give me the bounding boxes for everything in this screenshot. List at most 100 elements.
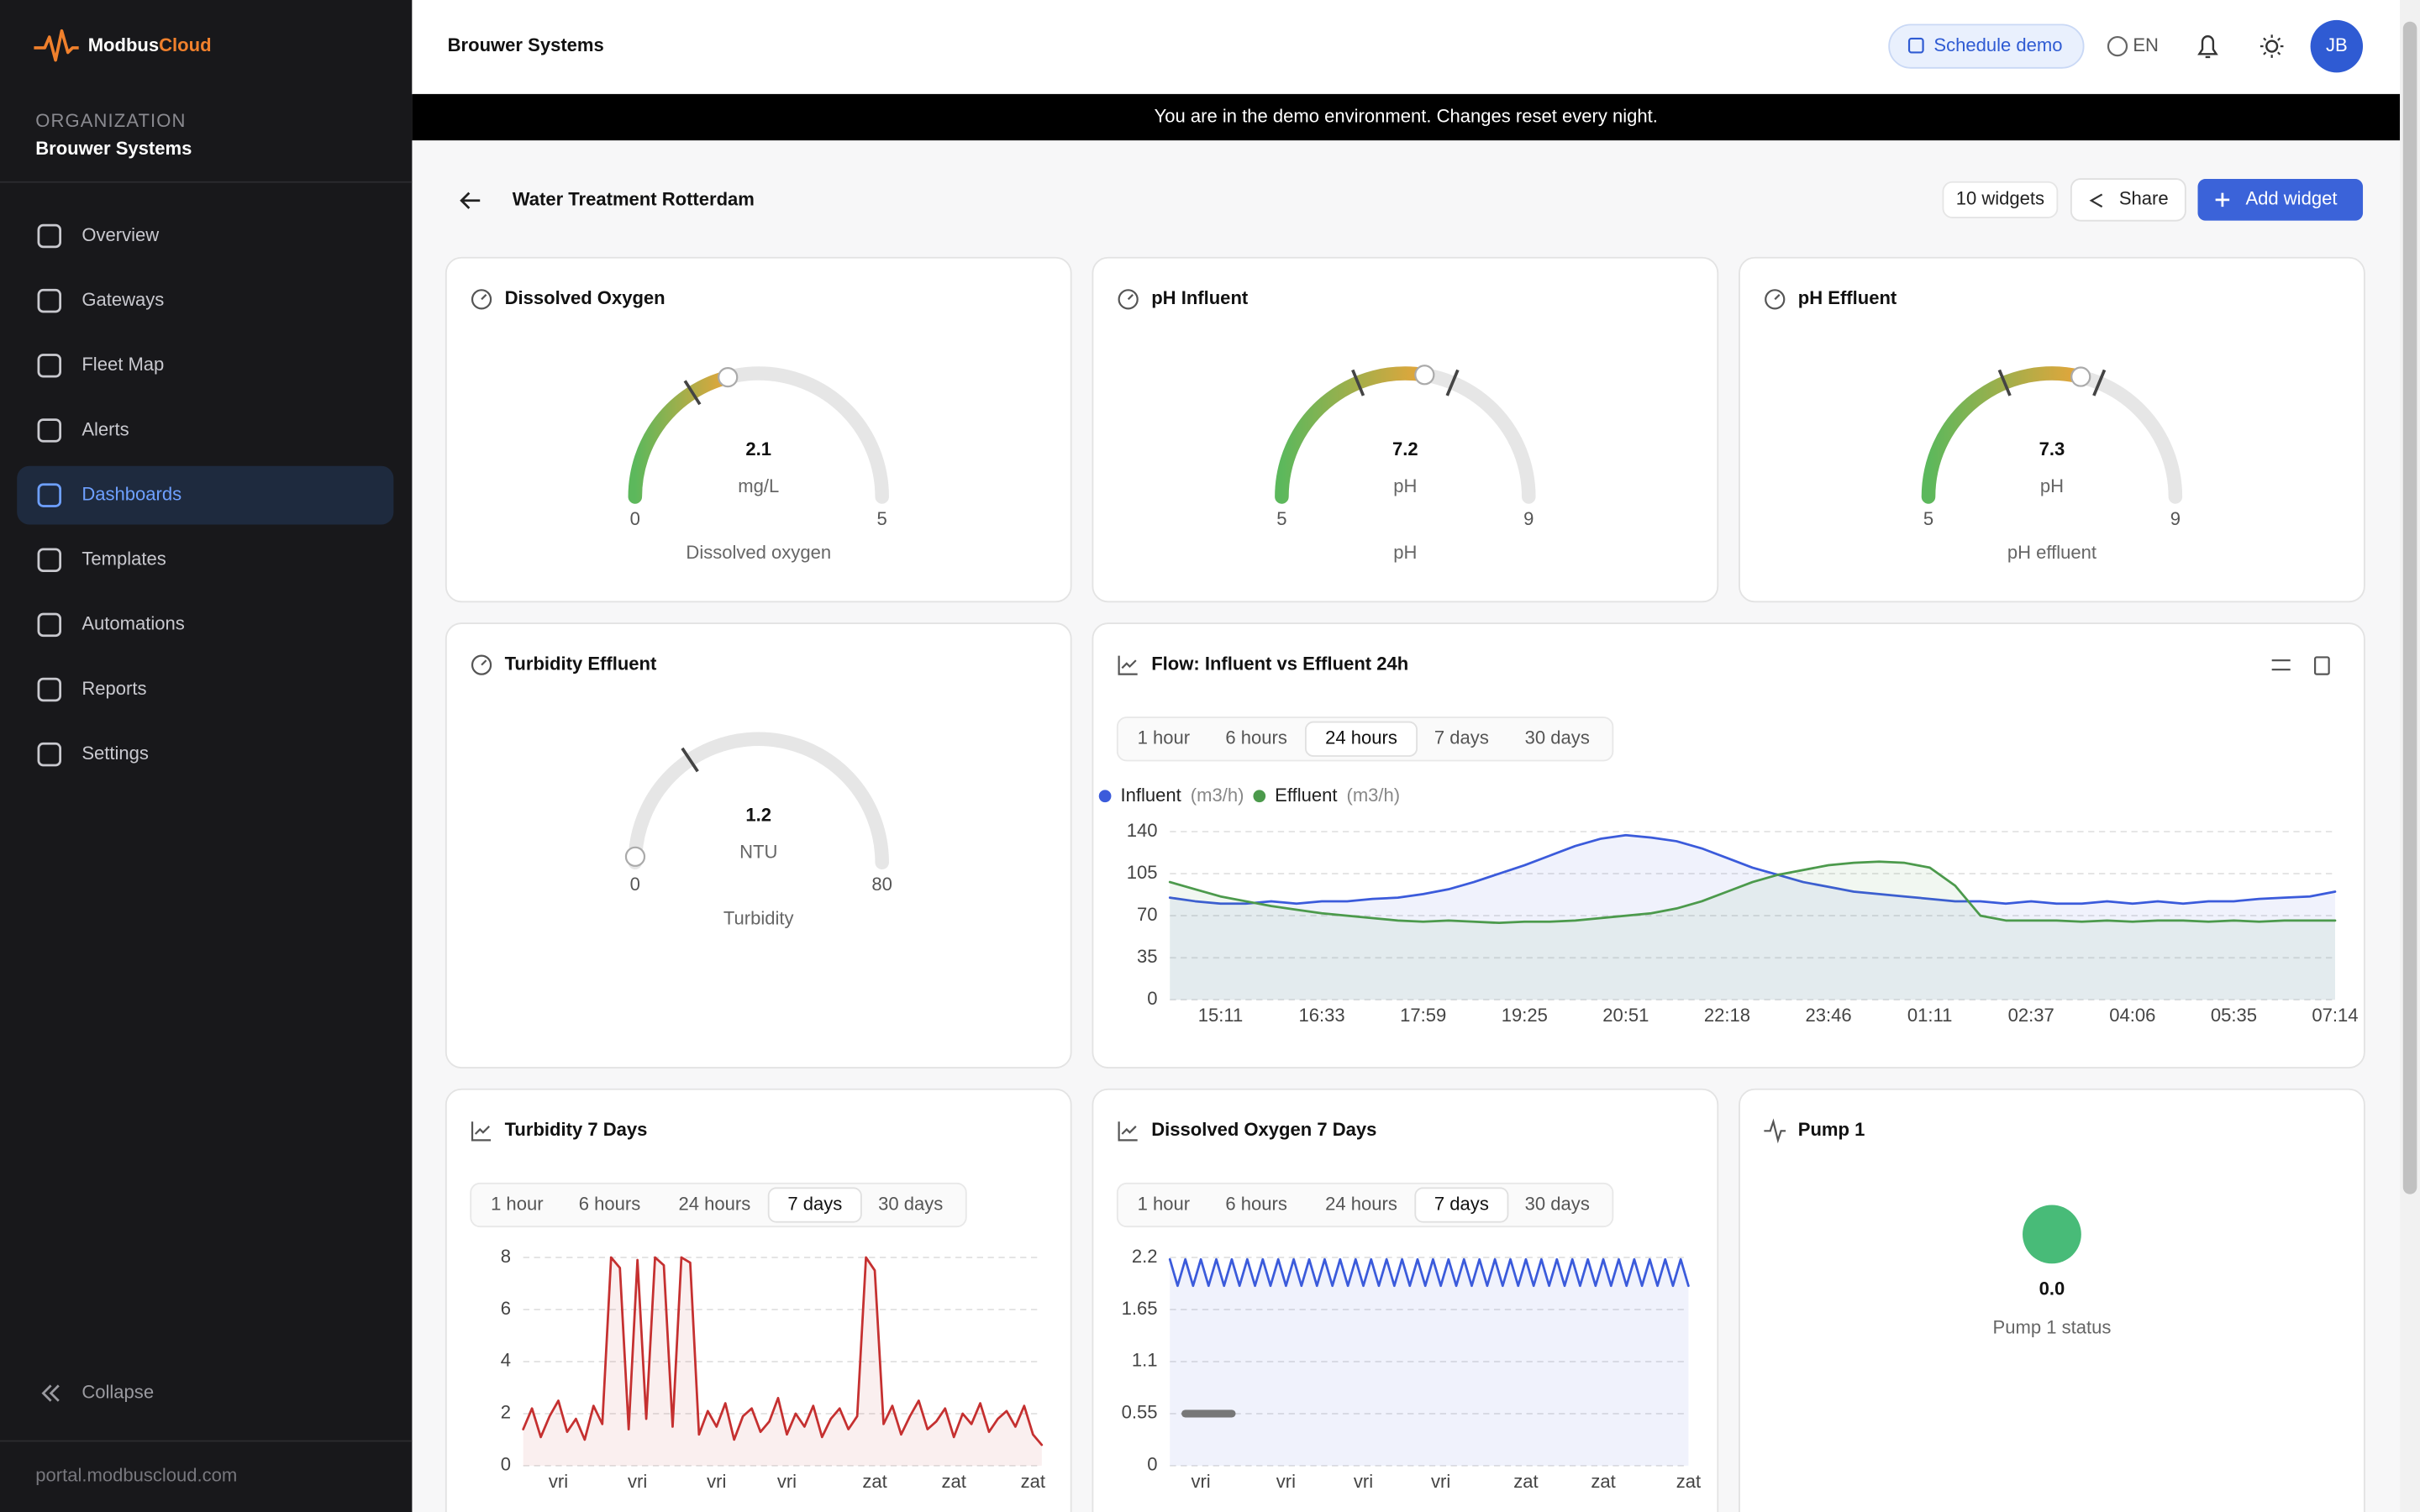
gauge-value: 1.2 (745, 804, 771, 825)
legend-name: Influent (1120, 785, 1181, 806)
nav-item[interactable]: Alerts (82, 418, 129, 439)
footer-url: portal.modbuscloud.com (35, 1465, 237, 1486)
range-tab[interactable]: 24 hours (1325, 1193, 1397, 1214)
gauge-min: 5 (1923, 508, 1933, 529)
widget-title: pH Effluent (1798, 287, 1897, 308)
range-tab[interactable]: 7 days (1434, 1193, 1489, 1214)
y-tick-label: 8 (501, 1246, 511, 1267)
range-tab[interactable]: 1 hour (1138, 727, 1190, 748)
x-tick-label: 17:59 (1400, 1005, 1446, 1026)
x-tick-label: 20:51 (1602, 1005, 1649, 1026)
range-tab[interactable]: 24 hours (1325, 727, 1397, 748)
nav-active-bg (17, 466, 393, 525)
y-tick-label: 0 (1147, 988, 1157, 1009)
range-tab[interactable]: 6 hours (1225, 727, 1286, 748)
nav-item[interactable]: Templates (82, 549, 166, 570)
y-tick-label: 1.65 (1122, 1298, 1158, 1319)
gauge-label: pH effluent (2007, 542, 2096, 563)
widget-card (1092, 623, 2364, 1068)
x-tick-label: 01:11 (1907, 1005, 1953, 1026)
y-tick-label: 4 (501, 1350, 511, 1371)
range-tab[interactable]: 30 days (878, 1193, 943, 1214)
range-tab[interactable]: 30 days (1525, 727, 1590, 748)
range-tab[interactable]: 1 hour (1138, 1193, 1190, 1214)
org-label: ORGANIZATION (35, 110, 186, 131)
status-indicator (2023, 1205, 2081, 1263)
x-tick-label: zat (1513, 1471, 1538, 1492)
brand-name: Modbus (88, 34, 159, 55)
range-tab[interactable]: 24 hours (679, 1193, 751, 1214)
topbar (412, 0, 2400, 94)
gauge-min: 0 (630, 508, 640, 529)
add-widget[interactable]: Add widget (2245, 188, 2337, 209)
dashboard-title: Water Treatment Rotterdam (513, 189, 755, 210)
y-tick-label: 0 (1147, 1454, 1157, 1475)
range-tab[interactable]: 7 days (787, 1193, 842, 1214)
schedule-demo[interactable]: Schedule demo (1933, 34, 2062, 55)
y-tick-label: 2.2 (1132, 1246, 1158, 1267)
gauge-unit: NTU (739, 842, 777, 863)
x-tick-label: 15:11 (1198, 1005, 1244, 1026)
widget-title: Turbidity Effluent (505, 653, 657, 674)
x-tick-label: 05:35 (2211, 1005, 2257, 1026)
legend-swatch (1253, 790, 1265, 802)
range-tab[interactable]: 6 hours (579, 1193, 640, 1214)
nav-item[interactable]: Fleet Map (82, 354, 164, 375)
range-tab[interactable]: 7 days (1434, 727, 1489, 748)
y-tick-label: 105 (1127, 862, 1158, 883)
gauge-unit: pH (2040, 475, 2064, 496)
x-tick-label: zat (1021, 1471, 1045, 1492)
x-tick-label: 02:37 (2008, 1005, 2054, 1026)
language[interactable]: EN (2133, 34, 2159, 55)
nav-item[interactable]: Reports (82, 678, 146, 699)
nav-item[interactable]: Gateways (82, 289, 164, 310)
gauge-min: 5 (1276, 508, 1286, 529)
x-tick-label: vri (549, 1471, 568, 1492)
gauge-max: 5 (877, 508, 887, 529)
range-tab[interactable]: 1 hour (491, 1193, 543, 1214)
org-name: Brouwer Systems (35, 138, 192, 159)
nav-item[interactable]: Overview (82, 224, 159, 245)
x-tick-label: zat (942, 1471, 966, 1492)
scrollbar-thumb[interactable] (2403, 22, 2417, 1194)
nav-item[interactable]: Automations (82, 613, 184, 634)
y-tick-label: 0 (501, 1454, 511, 1475)
nav-item[interactable]: Dashboards (82, 483, 182, 504)
y-tick-label: 140 (1127, 820, 1158, 841)
widget-card (1739, 1089, 2365, 1512)
y-tick-label: 35 (1137, 946, 1158, 967)
x-tick-label: 16:33 (1299, 1005, 1345, 1026)
series-area (1170, 1259, 1688, 1466)
gauge-unit: pH (1393, 475, 1417, 496)
gauge-marker (718, 368, 737, 386)
y-tick-label: 6 (501, 1298, 511, 1319)
x-tick-label: 23:46 (1805, 1005, 1851, 1026)
x-tick-label: zat (1676, 1471, 1701, 1492)
demo-banner-text: You are in the demo environment. Changes… (1155, 105, 1658, 126)
share[interactable]: Share (2119, 188, 2169, 209)
gauge-max: 80 (871, 874, 892, 895)
widget-title: Dissolved Oxygen 7 Days (1151, 1119, 1376, 1140)
sidebar (0, 0, 412, 1512)
range-tab[interactable]: 30 days (1525, 1193, 1590, 1214)
x-tick-label: 19:25 (1502, 1005, 1548, 1026)
status-label: Pump 1 status (1993, 1316, 2112, 1337)
y-tick-label: 1.1 (1132, 1350, 1158, 1371)
y-tick-label: 2 (501, 1402, 511, 1423)
gauge-value: 7.3 (2039, 438, 2065, 459)
brand: ModbusCloud (88, 34, 212, 55)
collapse[interactable]: Collapse (82, 1381, 154, 1402)
gauge-marker (626, 848, 644, 866)
widget-title: Pump 1 (1798, 1119, 1865, 1140)
x-tick-label: 04:06 (2109, 1005, 2155, 1026)
gauge-value: 2.1 (745, 438, 771, 459)
x-tick-label: vri (777, 1471, 797, 1492)
widget-title: pH Influent (1151, 287, 1249, 308)
widget-title: Turbidity 7 Days (505, 1119, 648, 1140)
x-tick-label: 22:18 (1704, 1005, 1750, 1026)
range-tab[interactable]: 6 hours (1225, 1193, 1286, 1214)
x-tick-label: zat (862, 1471, 886, 1492)
nav-item[interactable]: Settings (82, 743, 149, 764)
